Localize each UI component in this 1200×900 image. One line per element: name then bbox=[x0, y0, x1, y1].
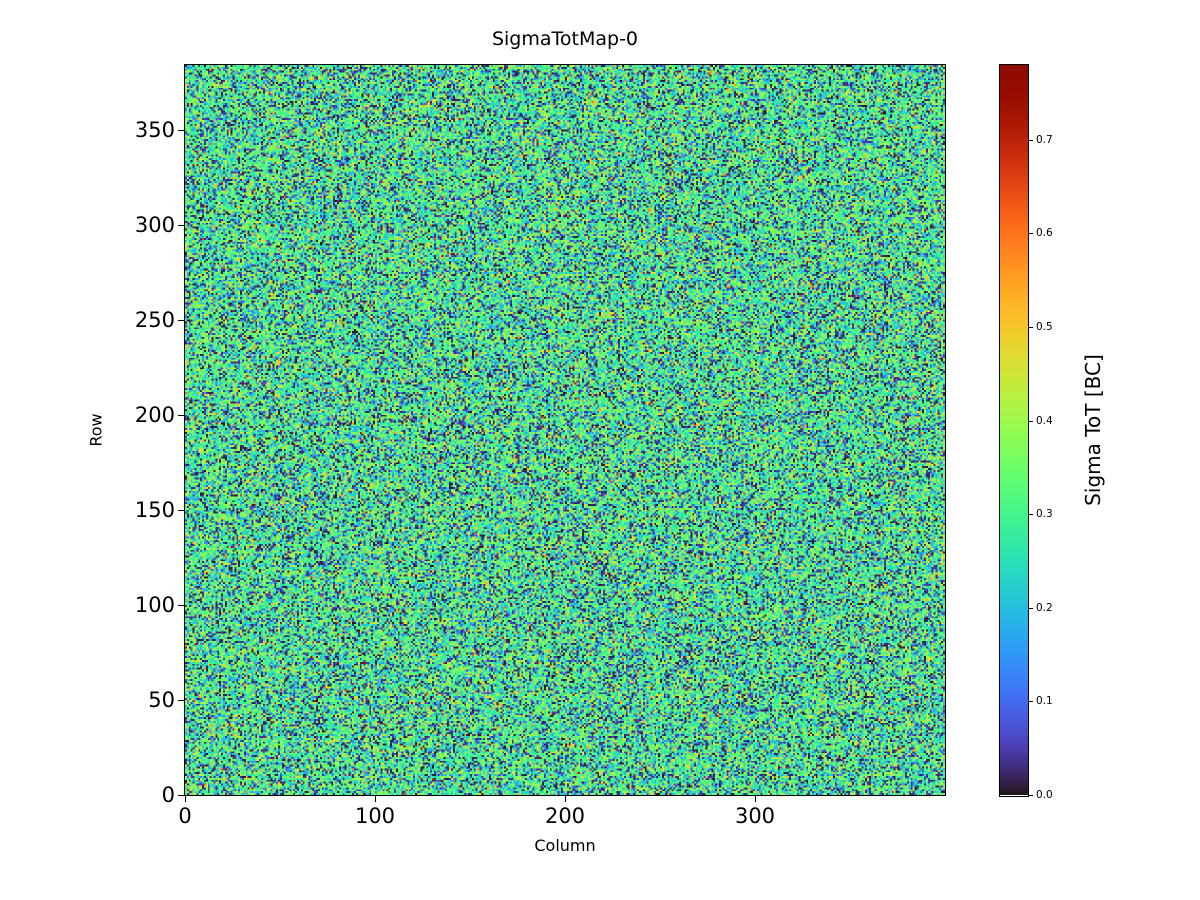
colorbar-tick-label: 0.3 bbox=[1036, 508, 1053, 521]
tick-mark bbox=[178, 795, 184, 796]
x-tick-label: 200 bbox=[544, 804, 586, 828]
tick-mark bbox=[178, 604, 184, 606]
tick-mark bbox=[1029, 795, 1033, 796]
tick-mark bbox=[185, 796, 186, 802]
tick-mark bbox=[565, 796, 566, 802]
colorbar-tick-label: 0.6 bbox=[1036, 227, 1053, 240]
y-tick-label: 200 bbox=[134, 402, 175, 427]
tick-mark bbox=[375, 796, 376, 802]
chart-title: SigmaTotMap-0 bbox=[491, 28, 639, 50]
tick-mark bbox=[178, 509, 184, 511]
x-tick-label: 100 bbox=[354, 804, 396, 828]
tick-mark bbox=[178, 699, 184, 701]
colorbar-tick-label: 0.7 bbox=[1036, 133, 1053, 146]
y-tick-label: 250 bbox=[134, 307, 175, 332]
tick-mark bbox=[178, 319, 184, 321]
y-tick-label: 300 bbox=[134, 212, 175, 237]
colorbar-canvas bbox=[1000, 65, 1028, 795]
y-tick-label: 150 bbox=[134, 497, 175, 522]
tick-mark bbox=[178, 414, 184, 416]
y-tick-label: 0 bbox=[161, 783, 175, 807]
y-tick-label: 100 bbox=[134, 592, 175, 617]
tick-mark bbox=[1029, 327, 1033, 329]
colorbar-tick-label: 0.5 bbox=[1036, 321, 1053, 334]
plot-area bbox=[184, 64, 946, 796]
colorbar bbox=[999, 64, 1029, 797]
y-tick-label: 350 bbox=[134, 117, 175, 142]
tick-mark bbox=[178, 224, 184, 226]
x-axis-label: Column bbox=[534, 836, 596, 855]
x-tick-label: 0 bbox=[178, 804, 192, 828]
colorbar-tick-label: 0.2 bbox=[1036, 601, 1053, 614]
tick-mark bbox=[1029, 607, 1033, 609]
colorbar-tick-label: 0.4 bbox=[1036, 414, 1053, 427]
colorbar-tick-label: 0.0 bbox=[1036, 789, 1053, 801]
tick-mark bbox=[1029, 139, 1033, 141]
tick-mark bbox=[1029, 420, 1033, 422]
tick-mark bbox=[1029, 233, 1033, 235]
x-tick-label: 300 bbox=[734, 804, 776, 828]
tick-mark bbox=[178, 129, 184, 131]
y-axis-label: Row bbox=[86, 413, 106, 447]
heatmap-canvas bbox=[185, 65, 945, 795]
colorbar-tick-label: 0.1 bbox=[1036, 695, 1053, 708]
tick-mark bbox=[1029, 701, 1033, 703]
colorbar-label: Sigma ToT [BC] bbox=[1081, 354, 1105, 506]
tick-mark bbox=[755, 796, 756, 802]
y-tick-label: 50 bbox=[148, 687, 175, 712]
tick-mark bbox=[1029, 514, 1033, 516]
